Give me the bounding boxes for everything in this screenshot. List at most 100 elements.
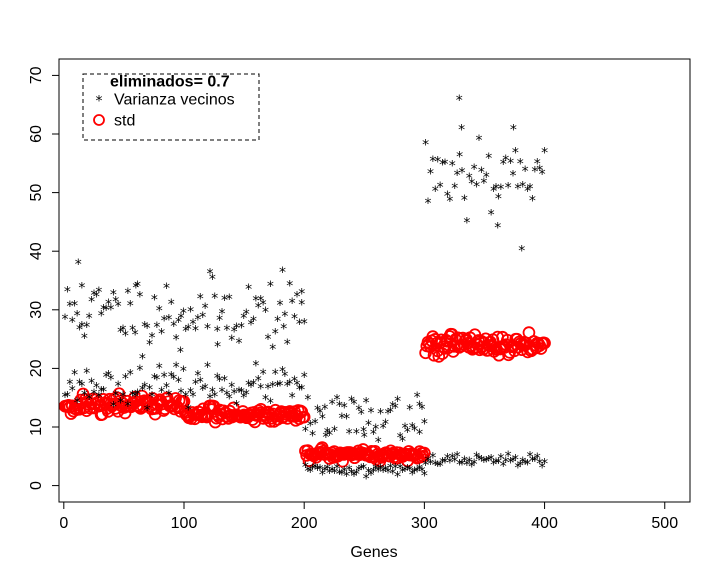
varianza-point: * — [510, 169, 517, 185]
varianza-point: * — [302, 424, 309, 440]
x-tick-label: 200 — [291, 515, 318, 532]
varianza-point: * — [522, 164, 529, 180]
varianza-point: * — [119, 389, 126, 405]
varianza-point: * — [442, 456, 449, 472]
varianza-point: * — [418, 402, 425, 418]
varianza-point: * — [483, 454, 490, 470]
varianza-point: * — [115, 299, 122, 315]
varianza-point: * — [512, 146, 519, 162]
varianza-point: * — [301, 317, 308, 333]
varianza-point: * — [62, 312, 69, 328]
varianza-point: * — [156, 304, 163, 320]
varianza-point: * — [250, 314, 257, 330]
varianza-point: * — [302, 460, 309, 476]
varianza-point: * — [526, 450, 533, 466]
varianza-point: * — [132, 281, 139, 297]
varianza-point: * — [507, 156, 514, 172]
varianza-point: * — [312, 461, 319, 477]
varianza-point: * — [153, 320, 160, 336]
varianza-point: * — [389, 467, 396, 483]
x-axis-label: Genes — [350, 544, 397, 561]
varianza-point: * — [139, 383, 146, 399]
varianza-point: * — [286, 279, 293, 295]
varianza-point: * — [64, 390, 71, 406]
varianza-point: * — [495, 191, 502, 207]
varianza-point: * — [414, 390, 421, 406]
varianza-point: * — [146, 383, 153, 399]
varianza-point: * — [272, 327, 279, 343]
varianza-point: * — [216, 374, 223, 390]
varianza-point: * — [478, 165, 485, 181]
varianza-point: * — [459, 165, 466, 181]
varianza-point: * — [214, 324, 221, 340]
varianza-point: * — [267, 396, 274, 412]
varianza-point: * — [541, 145, 548, 161]
varianza-point: * — [406, 403, 413, 419]
varianza-point: * — [444, 452, 451, 468]
varianza-point: * — [71, 299, 78, 315]
varianza-point: * — [298, 287, 305, 303]
varianza-point: * — [257, 381, 264, 397]
varianza-point: * — [360, 424, 367, 440]
varianza-point: * — [170, 319, 177, 335]
varianza-point: * — [110, 400, 117, 416]
varianza-point: * — [163, 380, 170, 396]
varianza-point: * — [414, 465, 421, 481]
varianza-point: * — [397, 461, 404, 477]
varianza-point: * — [322, 430, 329, 446]
legend-label-std: std — [114, 113, 135, 130]
varianza-point: * — [170, 372, 177, 388]
varianza-point: * — [187, 305, 194, 321]
varianza-point: * — [524, 458, 531, 474]
varianza-point: * — [451, 454, 458, 470]
varianza-point: * — [274, 379, 281, 395]
varianza-point: * — [62, 390, 69, 406]
varianza-point: * — [211, 291, 218, 307]
varianza-point: * — [476, 133, 483, 149]
varianza-point: * — [456, 458, 463, 474]
x-tick-label: 100 — [171, 515, 198, 532]
varianza-point: * — [446, 455, 453, 471]
varianza-point: * — [370, 465, 377, 481]
varianza-point: * — [331, 424, 338, 440]
varianza-point: * — [329, 397, 336, 413]
varianza-point: * — [507, 456, 514, 472]
legend-circle-marker — [93, 114, 105, 126]
varianza-point: * — [199, 383, 206, 399]
varianza-point: * — [493, 456, 500, 472]
varianza-point: * — [144, 321, 151, 337]
varianza-point: * — [180, 364, 187, 380]
varianza-point: * — [348, 466, 355, 482]
varianza-point: * — [539, 460, 546, 476]
varianza-point: * — [304, 393, 311, 409]
x-tick-label: 300 — [411, 515, 438, 532]
varianza-point: * — [399, 465, 406, 481]
varianza-point: * — [74, 309, 81, 325]
varianza-point: * — [117, 325, 124, 341]
varianza-point: * — [148, 330, 155, 346]
varianza-point: * — [238, 385, 245, 401]
varianza-point: * — [291, 374, 298, 390]
varianza-point: * — [439, 455, 446, 471]
varianza-point: * — [233, 321, 240, 337]
varianza-point: * — [151, 293, 158, 309]
varianza-point: * — [324, 462, 331, 478]
varianza-point: * — [312, 417, 319, 433]
varianza-point: * — [296, 317, 303, 333]
varianza-point: * — [185, 322, 192, 338]
varianza-point: * — [231, 387, 238, 403]
varianza-point: * — [422, 137, 429, 153]
varianza-point: * — [307, 419, 314, 435]
varianza-point: * — [267, 279, 274, 295]
varianza-point: * — [243, 387, 250, 403]
varianza-point: * — [161, 313, 168, 329]
varianza-point: * — [173, 332, 180, 348]
legend: eliminados= 0.7 * Varianza vecinos std — [82, 73, 260, 141]
y-tick-label: 30 — [28, 301, 45, 319]
y-tick-label: 60 — [28, 125, 45, 143]
varianza-point: * — [348, 394, 355, 410]
varianza-point: * — [437, 180, 444, 196]
varianza-point: * — [91, 387, 98, 403]
varianza-point: * — [434, 459, 441, 475]
varianza-point: * — [336, 399, 343, 415]
